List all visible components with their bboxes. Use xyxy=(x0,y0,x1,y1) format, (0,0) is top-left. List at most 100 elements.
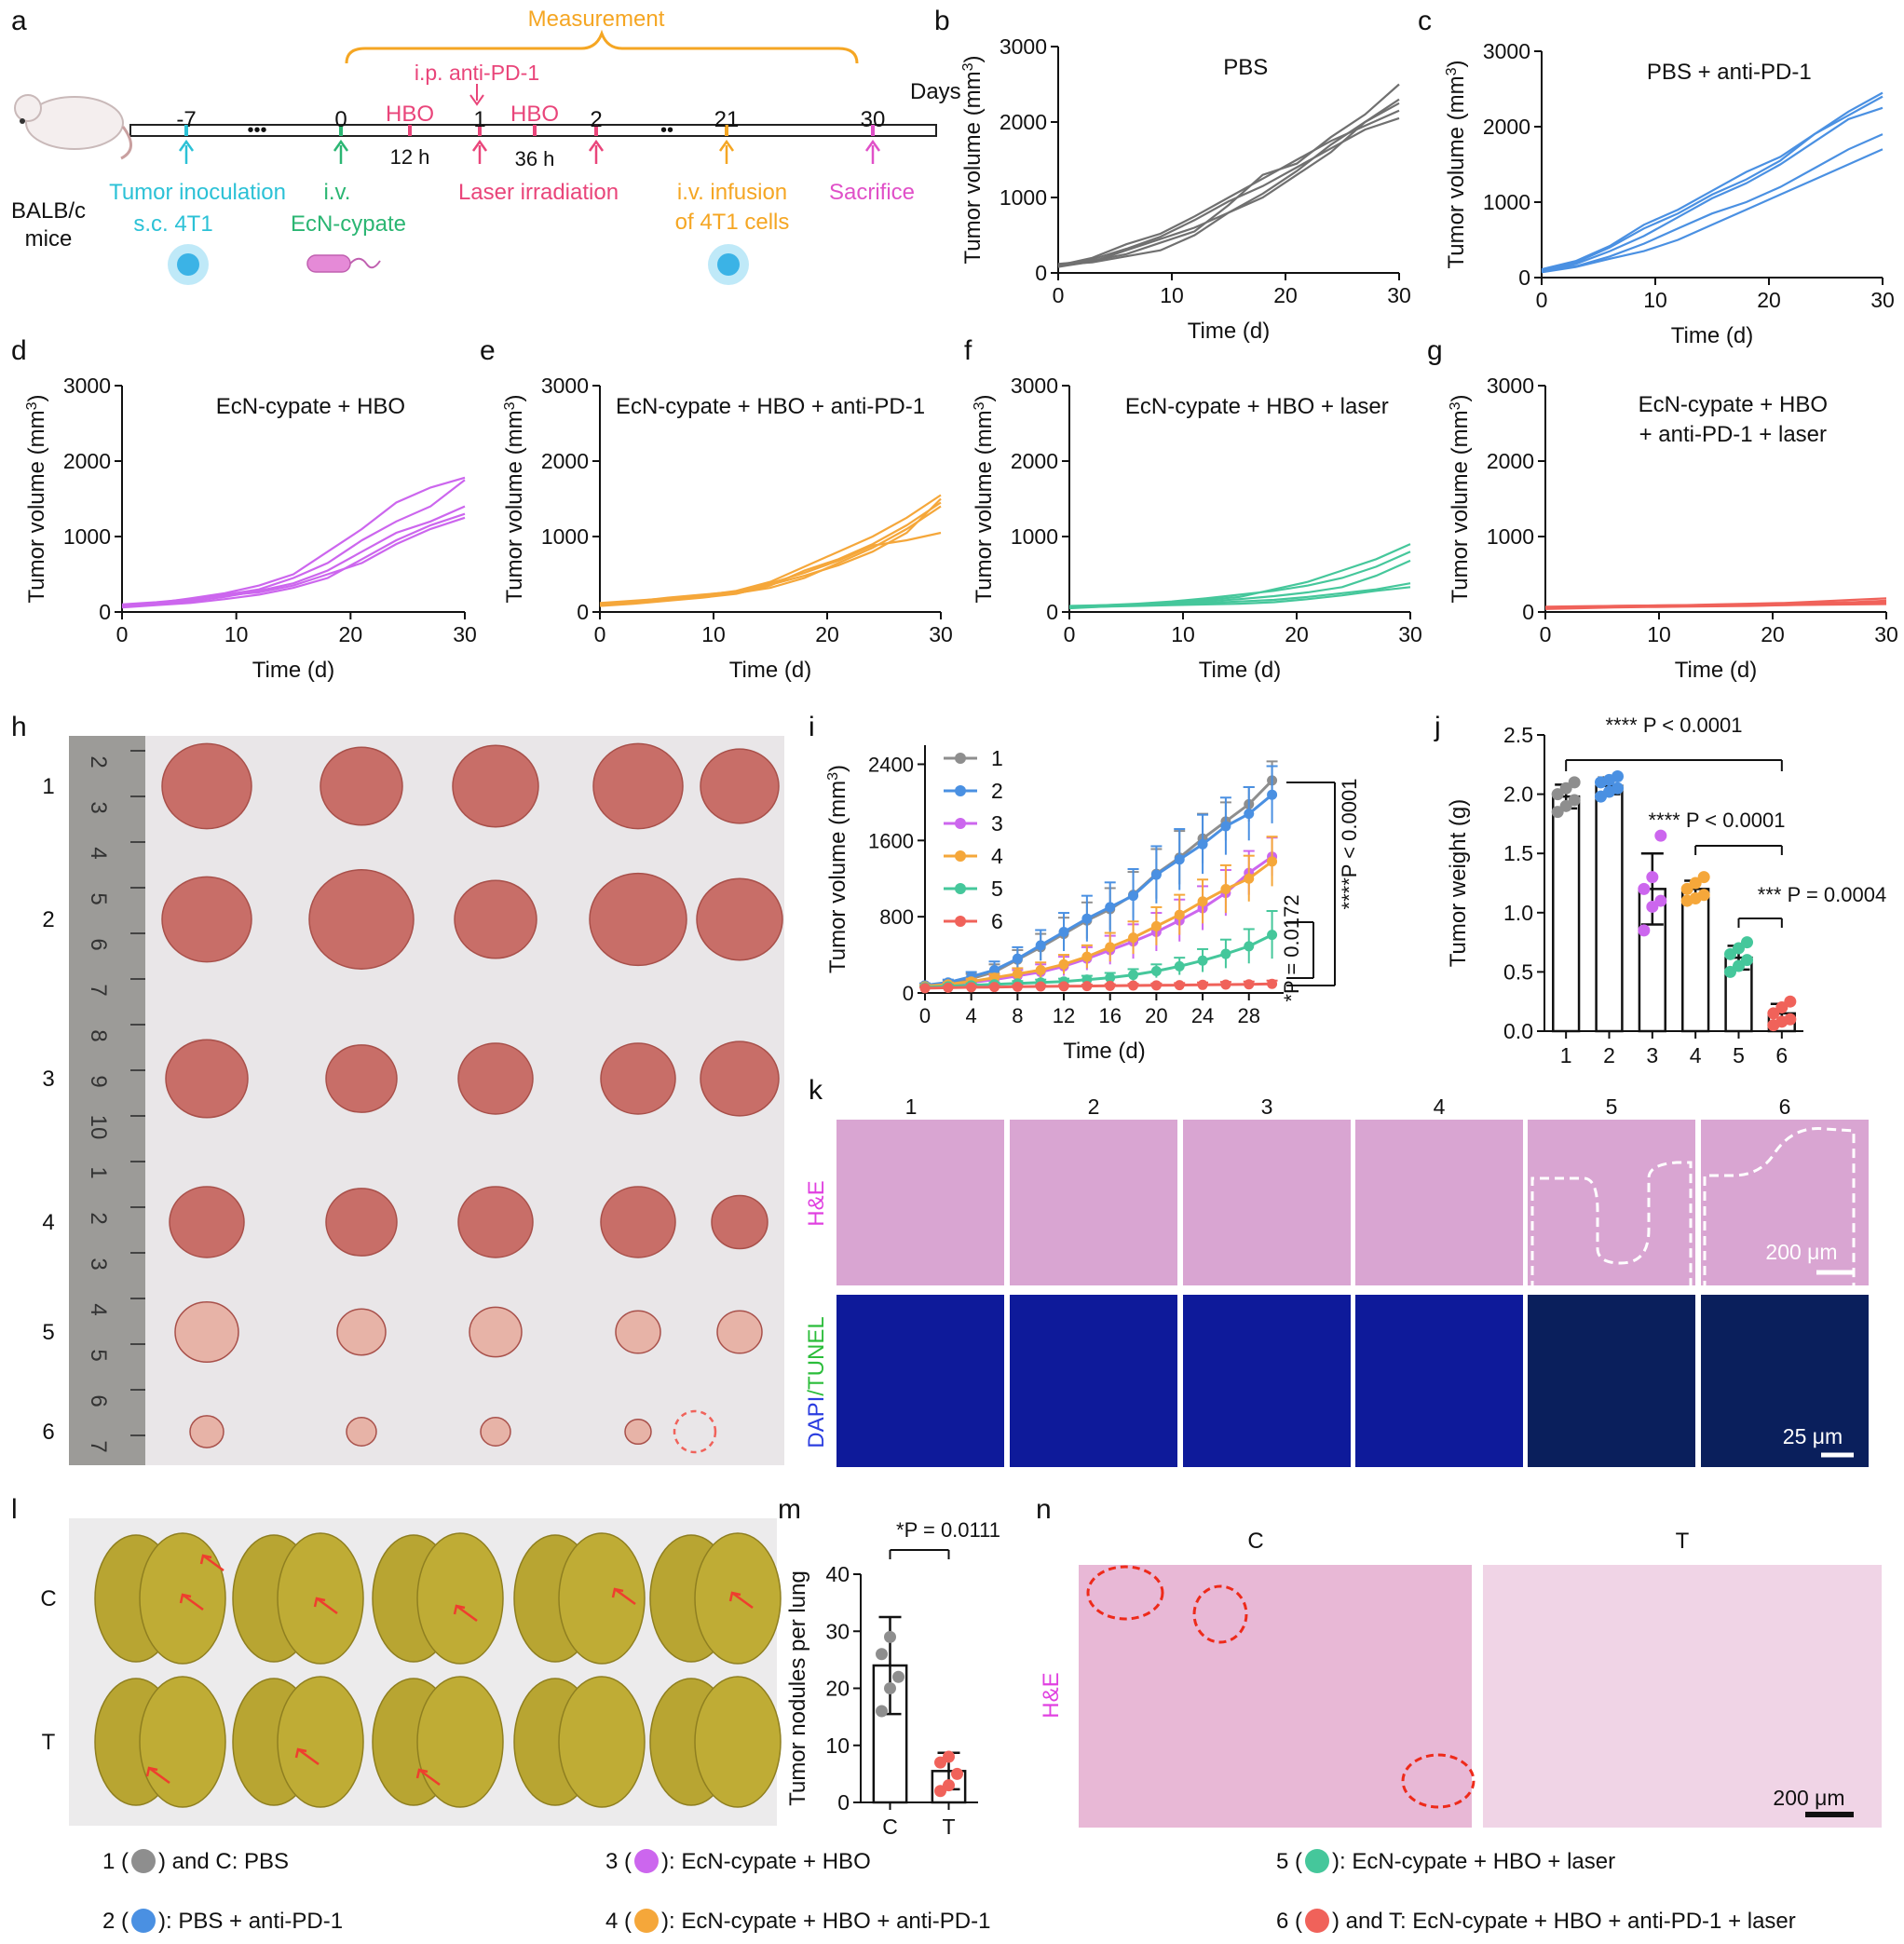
ruler-label: 6 xyxy=(86,938,111,950)
tumor-specimen xyxy=(189,1415,224,1448)
chart-j: 0.0 0.5 1.0 1.5 2.0 2.5 Tumor weight (g) 1 2 3 4 5 6… xyxy=(1446,714,1886,1067)
series-mouse-5 xyxy=(1541,91,1884,271)
data-point xyxy=(1559,782,1572,795)
series-mouse-4 xyxy=(599,531,942,606)
y-tick-label: 1.0 xyxy=(1503,901,1533,925)
x-tick-label: 0 xyxy=(116,622,129,646)
series-mouse-4 xyxy=(1057,116,1400,267)
data-point xyxy=(1220,821,1231,832)
tunel-image xyxy=(836,1295,1004,1467)
y-axis-title: Tumor volume (mm3) xyxy=(502,394,527,603)
data-point xyxy=(1197,979,1208,990)
data-point xyxy=(1551,806,1564,819)
data-point xyxy=(1128,970,1139,981)
timeline-dots: ••• xyxy=(247,120,266,141)
tumor-specimen xyxy=(457,1042,534,1115)
tumor-specimen xyxy=(325,1188,398,1257)
panel-letter-k: k xyxy=(809,1075,823,1106)
x-tick-label: 12 xyxy=(1053,1004,1075,1027)
bar-group-6 xyxy=(1767,995,1797,1033)
tumor-specimen xyxy=(308,869,415,970)
data-point xyxy=(1035,940,1046,951)
he-image xyxy=(1355,1120,1523,1285)
x-tick-label: 1 xyxy=(1560,1043,1572,1067)
annotation-m: *P = 0.0111 xyxy=(896,1518,1000,1542)
x-tick-label: 2 xyxy=(1603,1043,1615,1067)
data-point xyxy=(1081,913,1093,924)
data-point xyxy=(1689,877,1702,890)
y-tick-label: 2000 xyxy=(1483,115,1530,139)
x-axis-title: Time (d) xyxy=(1199,658,1281,683)
series-mouse-3 xyxy=(599,505,942,605)
legend-marker xyxy=(955,850,966,862)
data-point xyxy=(1612,782,1624,795)
data-point xyxy=(1012,981,1023,992)
y-tick-label: 3000 xyxy=(1483,39,1530,63)
y-tick-label: 1600 xyxy=(868,829,914,852)
series-line xyxy=(1541,133,1884,271)
legend-item-2: 2 (): PBS + anti-PD-1 xyxy=(102,1909,343,1934)
chart-e: 0 1000 2000 3000 0 10 20 30 Time (d) Tumor volume… xyxy=(502,374,953,683)
x-tick-label: C xyxy=(882,1815,898,1839)
data-point xyxy=(1105,902,1116,913)
y-tick-label: 0.5 xyxy=(1503,959,1533,984)
legend-marker xyxy=(955,785,966,796)
legend-number: 4 ( xyxy=(605,1909,632,1934)
tunel-row-label: DAPI/TUNEL xyxy=(804,1316,829,1448)
y-tick-label: 3000 xyxy=(1487,374,1534,398)
metastasis-circle xyxy=(1086,1565,1164,1621)
mouse-label-2: mice xyxy=(25,226,73,251)
annotation-p-0172: *P = 0.0172 xyxy=(1280,894,1303,1001)
chart-title: EcN-cypate + HBO xyxy=(1639,392,1828,417)
tumor-specimen xyxy=(700,748,780,824)
series-line xyxy=(599,505,942,605)
x-tick-label: 30 xyxy=(1387,283,1411,307)
data-point xyxy=(884,1630,896,1643)
bar xyxy=(1595,784,1624,1033)
legend-number: 3 ( xyxy=(605,1849,632,1874)
anti-pd1-arrowhead xyxy=(469,94,484,106)
y-tick-label: 1000 xyxy=(63,524,111,549)
data-point xyxy=(1012,969,1023,980)
tunel-image xyxy=(1183,1295,1351,1467)
series-mouse-1 xyxy=(1541,95,1884,273)
measurement-label: Measurement xyxy=(528,7,665,32)
group-legend: 1 () and C: PBS 2 (): PBS + anti-PD-1 3 ()… xyxy=(102,1849,1796,1934)
data-point xyxy=(884,1682,896,1694)
panel-letter-c: c xyxy=(1418,6,1432,36)
k-column-label: 6 xyxy=(1779,1094,1791,1119)
data-point xyxy=(1150,920,1162,931)
series-mouse-5 xyxy=(1544,603,1887,609)
x-tick-label: 4 xyxy=(966,1004,977,1027)
series-mouse-3 xyxy=(1057,83,1400,265)
he-image xyxy=(1183,1120,1351,1285)
lung-row-label: T xyxy=(42,1730,56,1755)
infusion-label-1: i.v. infusion xyxy=(677,180,787,205)
lung-lobe xyxy=(139,1676,226,1808)
metastasis-circle xyxy=(1401,1753,1476,1809)
nodule-arrow xyxy=(202,1554,224,1572)
series-line xyxy=(1544,603,1887,609)
legend-label: 3 xyxy=(991,811,1003,836)
series-mouse-2 xyxy=(1541,106,1884,272)
data-point xyxy=(943,1750,955,1763)
data-point xyxy=(1267,789,1278,800)
y-tick-label: 0 xyxy=(1035,261,1047,285)
data-point xyxy=(1724,965,1736,978)
series-2 xyxy=(919,765,1278,991)
y-tick-label: 3000 xyxy=(541,374,589,398)
lung-lobe xyxy=(694,1532,782,1665)
photo-row-label: 6 xyxy=(42,1420,54,1445)
ruler-label: 5 xyxy=(86,892,111,904)
panel-k-histology: 1 2 3 4 5 6 200 μm 25 μm H&E DAPI/TUNEL xyxy=(804,1094,1869,1467)
tick-label: -7 xyxy=(176,107,196,132)
tumor-inoculation-label: Tumor inoculation xyxy=(109,180,286,205)
panel-letter-l: l xyxy=(11,1494,18,1525)
data-point xyxy=(1775,1001,1788,1014)
y-tick-label: 30 xyxy=(825,1619,850,1643)
chart-g: 0 1000 2000 3000 0 10 20 30 Time (d) Tumor volume… xyxy=(1448,374,1898,683)
y-tick-label: 0 xyxy=(1518,265,1530,290)
y-tick-label: 0 xyxy=(1046,600,1058,624)
y-axis-title: Tumor weight (g) xyxy=(1446,799,1471,968)
